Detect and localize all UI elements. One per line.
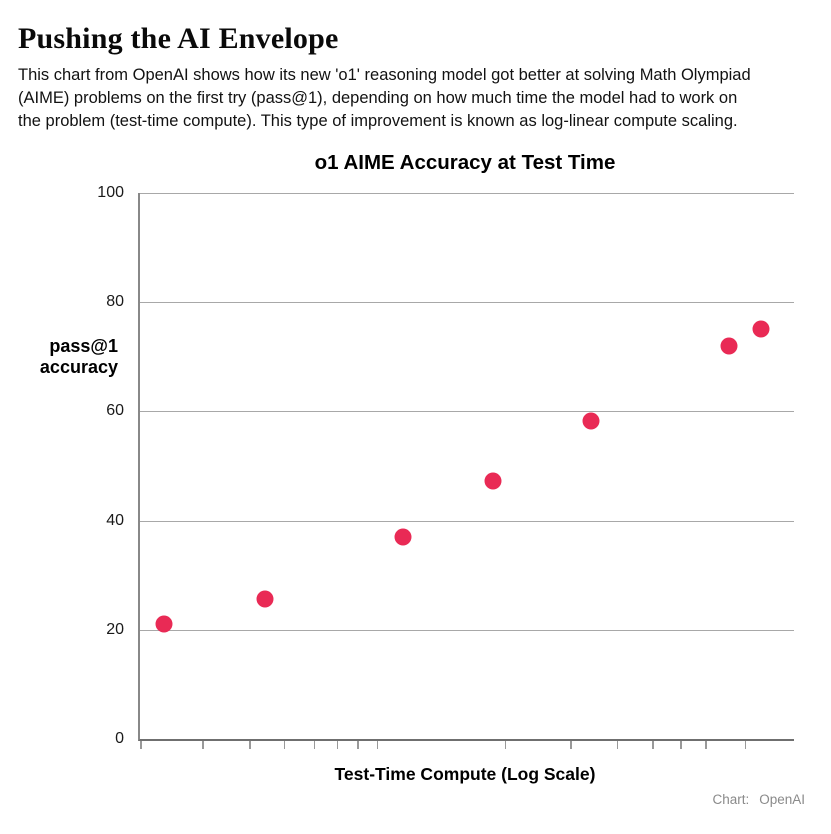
chart-title: o1 AIME Accuracy at Test Time: [314, 151, 616, 174]
chart-description: This chart from OpenAI shows how its new…: [18, 64, 820, 133]
data-point: [582, 412, 600, 430]
data-point: [720, 337, 738, 355]
gridline-y-100: [140, 193, 794, 194]
x-axis-minor-tick: [504, 741, 507, 749]
data-point: [155, 615, 173, 633]
y-axis-tick-label: 80: [106, 293, 124, 311]
description-line: the problem (test-time compute). This ty…: [18, 112, 738, 130]
gridline-y-20: [140, 629, 794, 631]
y-axis-tick-labels: 0 20 40 60 80 100: [0, 184, 130, 747]
x-axis-minor-tick: [705, 741, 707, 749]
gridline-y-80: [140, 302, 794, 304]
y-axis-tick-label: 0: [115, 730, 124, 747]
x-axis-minor-tick: [570, 741, 572, 749]
data-point: [752, 320, 770, 338]
gridline-y-40: [140, 520, 794, 522]
data-point: [394, 528, 412, 546]
data-point: [484, 472, 502, 490]
y-axis-title-line: pass@1: [49, 336, 118, 356]
x-axis-minor-tick: [652, 741, 654, 749]
x-axis-minor-tick: [202, 741, 204, 749]
x-axis-minor-tick: [283, 741, 286, 749]
x-axis-minor-tick: [376, 741, 379, 749]
credit-label: Chart:: [712, 792, 750, 807]
description-line: (AIME) problems on the first try (pass@1…: [18, 89, 738, 107]
x-axis-minor-tick: [249, 741, 251, 749]
description-line: This chart from OpenAI shows how its new…: [18, 66, 751, 84]
y-axis-title-line: accuracy: [39, 357, 118, 377]
y-axis-tick-label: 100: [97, 184, 124, 201]
y-axis-tick-label: 20: [106, 620, 124, 638]
data-point: [256, 590, 274, 608]
credit-source: OpenAI: [759, 792, 805, 807]
y-axis-tick-label: 60: [106, 402, 124, 420]
page-title: Pushing the AI Envelope: [18, 22, 339, 55]
y-axis-title: pass@1 accuracy: [14, 336, 118, 378]
gridline-y-60: [140, 411, 794, 413]
chart-credit: Chart: OpenAI: [712, 792, 805, 807]
y-axis-tick-label: 40: [106, 511, 124, 529]
x-axis-minor-tick: [680, 741, 682, 749]
x-axis-minor-tick: [140, 741, 142, 749]
x-axis-minor-tick: [357, 741, 359, 749]
x-axis-minor-tick: [744, 741, 747, 749]
x-axis-minor-tick: [336, 741, 339, 749]
plot-area: [138, 193, 794, 749]
x-axis-title: Test-Time Compute (Log Scale): [334, 764, 596, 784]
x-axis-minor-tick: [616, 741, 619, 749]
x-axis-minor-tick: [313, 741, 316, 749]
